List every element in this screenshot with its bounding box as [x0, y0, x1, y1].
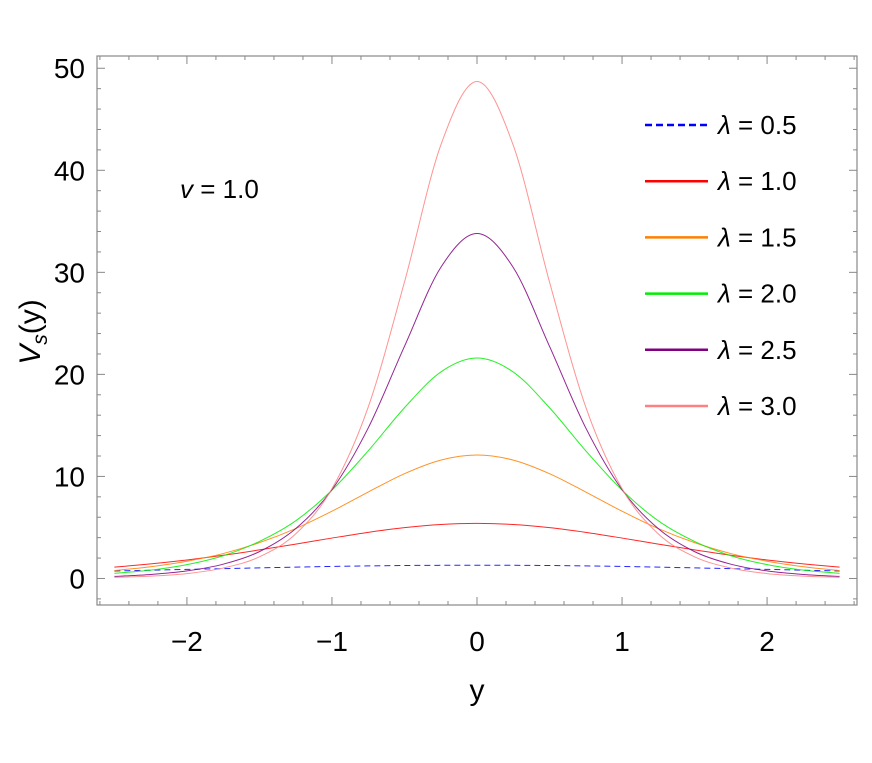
y-tick-label: 10 — [54, 461, 85, 492]
x-tick-label: 1 — [614, 626, 630, 657]
y-tick-label: 50 — [54, 53, 85, 84]
legend-label-lambda-10: λ = 1.0 — [716, 166, 797, 196]
curves — [114, 81, 840, 578]
series-line-lambda-20 — [114, 357, 840, 574]
x-axis-label: y — [470, 674, 485, 707]
y-tick-label: 20 — [54, 359, 85, 390]
legend-label-lambda-20: λ = 2.0 — [716, 279, 797, 309]
legend-label-lambda-30: λ = 3.0 — [716, 391, 797, 421]
series-line-lambda-05 — [114, 564, 840, 572]
legend-label-lambda-05: λ = 0.5 — [716, 110, 797, 140]
x-tick-label: 0 — [469, 626, 485, 657]
x-tick-label: −2 — [171, 626, 203, 657]
legend: λ = 0.5 λ = 1.0 λ = 1.5 λ = 2.0 λ = 2.5 λ = 3… — [645, 110, 797, 421]
y-tick-label: 0 — [69, 563, 85, 594]
legend-label-lambda-25: λ = 2.5 — [716, 335, 797, 365]
y-tick-label: 40 — [54, 155, 85, 186]
series-line-lambda-30 — [114, 81, 840, 578]
series-line-lambda-10 — [114, 522, 840, 568]
series-line-lambda-15 — [114, 454, 840, 572]
x-tick-label: 2 — [759, 626, 775, 657]
legend-label-lambda-15: λ = 1.5 — [716, 222, 797, 252]
y-axis-label: Vs(y) — [14, 299, 52, 365]
annotation-v: v = 1.0 — [180, 174, 259, 204]
x-tick-label: −1 — [316, 626, 348, 657]
y-tick-label: 30 — [54, 257, 85, 288]
series-line-lambda-25 — [114, 233, 840, 577]
